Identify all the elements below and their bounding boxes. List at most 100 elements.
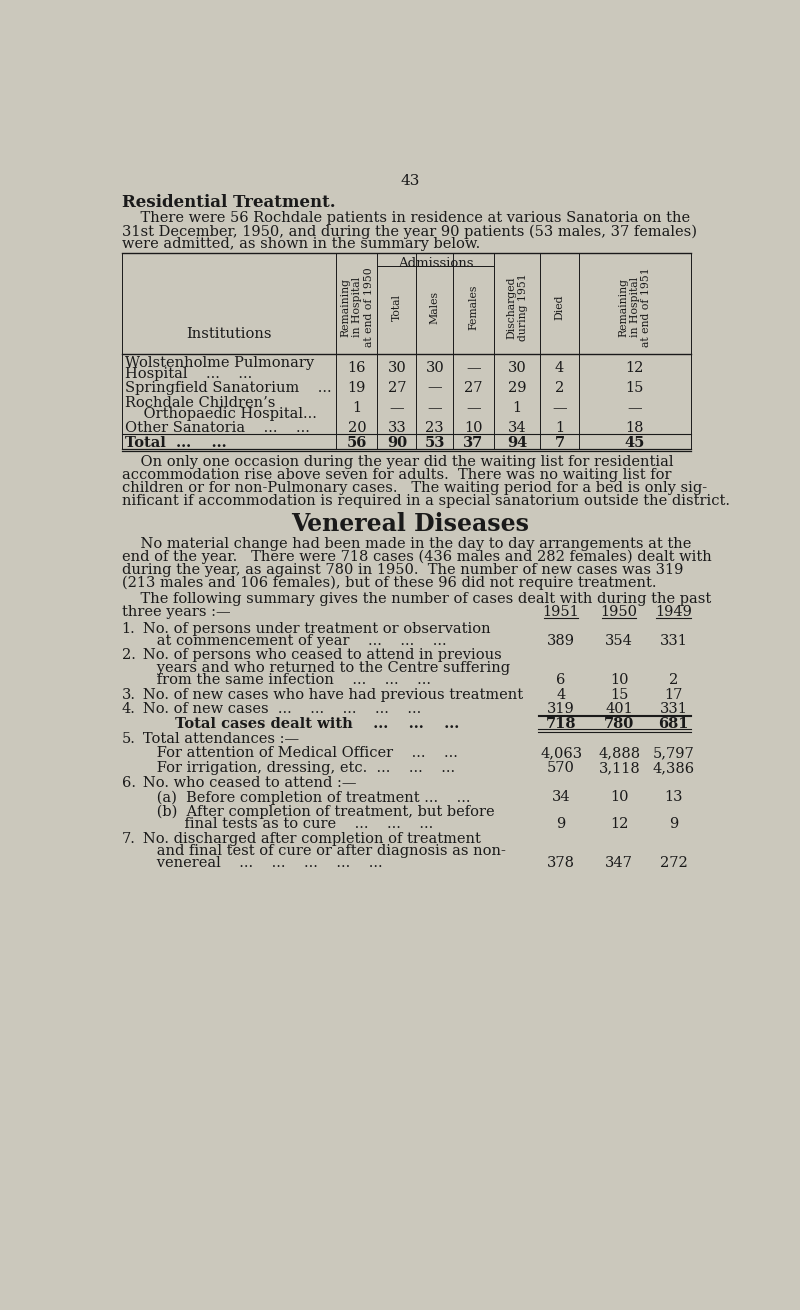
Text: 45: 45	[625, 436, 645, 449]
Text: —: —	[390, 401, 404, 415]
Text: Remaining
in Hospital
at end of 1950: Remaining in Hospital at end of 1950	[340, 267, 374, 347]
Text: The following summary gives the number of cases dealt with during the past: The following summary gives the number o…	[122, 592, 711, 607]
Text: For attention of Medical Officer    ...    ...: For attention of Medical Officer ... ...	[130, 747, 458, 760]
Text: 9: 9	[669, 817, 678, 831]
Text: 43: 43	[400, 174, 420, 189]
Text: 6.: 6.	[122, 776, 136, 790]
Text: 1951: 1951	[542, 605, 579, 620]
Text: 331: 331	[659, 702, 687, 717]
Text: (213 males and 106 females), but of these 96 did not require treatment.: (213 males and 106 females), but of thes…	[122, 576, 656, 591]
Text: No. of persons under treatment or observation: No. of persons under treatment or observ…	[130, 621, 491, 635]
Text: at commencement of year    ...    ...    ...: at commencement of year ... ... ...	[130, 634, 447, 648]
Text: end of the year.   There were 718 cases (436 males and 282 females) dealt with: end of the year. There were 718 cases (4…	[122, 550, 711, 565]
Text: Orthopaedic Hospital...: Orthopaedic Hospital...	[125, 407, 317, 422]
Text: 5,797: 5,797	[653, 747, 694, 760]
Text: three years :—: three years :—	[122, 605, 230, 620]
Text: 33: 33	[387, 421, 406, 435]
Text: 10: 10	[610, 790, 629, 804]
Text: Other Sanatoria    ...    ...: Other Sanatoria ... ...	[125, 421, 310, 435]
Text: 12: 12	[626, 362, 644, 375]
Text: 1949: 1949	[655, 605, 692, 620]
Text: Total: Total	[392, 293, 402, 321]
Text: 90: 90	[386, 436, 407, 449]
Text: years and who returned to the Centre suffering: years and who returned to the Centre suf…	[130, 660, 510, 675]
Text: final tests as to cure    ...    ...    ...: final tests as to cure ... ... ...	[130, 817, 434, 831]
Text: No. discharged after completion of treatment: No. discharged after completion of treat…	[130, 832, 482, 846]
Text: 570: 570	[547, 761, 575, 776]
Text: 3.: 3.	[122, 688, 136, 702]
Text: 17: 17	[664, 688, 682, 702]
Text: On only one occasion during the year did the waiting list for residential: On only one occasion during the year did…	[122, 455, 674, 469]
Text: 4.: 4.	[122, 702, 135, 717]
Text: nificant if accommodation is required in a special sanatorium outside the distri: nificant if accommodation is required in…	[122, 494, 730, 508]
Text: —: —	[627, 401, 642, 415]
Text: 319: 319	[547, 702, 575, 717]
Text: —: —	[466, 401, 481, 415]
Text: venereal    ...    ...    ...    ...    ...: venereal ... ... ... ... ...	[130, 857, 383, 870]
Text: 4,063: 4,063	[540, 747, 582, 760]
Text: Rochdale Children’s: Rochdale Children’s	[125, 396, 275, 410]
Text: 1: 1	[555, 421, 564, 435]
Text: 1950: 1950	[601, 605, 638, 620]
Text: 15: 15	[626, 380, 644, 394]
Text: —: —	[427, 380, 442, 394]
Text: Admissions: Admissions	[398, 257, 474, 270]
Text: Total cases dealt with    ...    ...    ...: Total cases dealt with ... ... ...	[130, 717, 460, 731]
Text: and final test of cure or after diagnosis as non-: and final test of cure or after diagnosi…	[130, 844, 506, 858]
Text: were admitted, as shown in the summary below.: were admitted, as shown in the summary b…	[122, 237, 480, 252]
Text: 30: 30	[426, 362, 444, 375]
Text: 1: 1	[352, 401, 362, 415]
Text: 2: 2	[555, 380, 564, 394]
Text: 7: 7	[554, 436, 565, 449]
Text: 1: 1	[512, 401, 522, 415]
Text: 4,888: 4,888	[598, 747, 640, 760]
Text: during the year, as against 780 in 1950.  The number of new cases was 319: during the year, as against 780 in 1950.…	[122, 563, 683, 576]
Text: No material change had been made in the day to day arrangements at the: No material change had been made in the …	[122, 537, 691, 550]
Text: Total  ...    ...: Total ... ...	[125, 436, 226, 449]
Text: 18: 18	[626, 421, 644, 435]
Text: Females: Females	[469, 284, 478, 330]
Text: No. of new cases who have had previous treatment: No. of new cases who have had previous t…	[130, 688, 523, 702]
Text: 4,386: 4,386	[653, 761, 694, 776]
Text: 272: 272	[660, 857, 687, 870]
Text: 6: 6	[557, 673, 566, 688]
Text: 5.: 5.	[122, 731, 135, 745]
Text: 27: 27	[387, 380, 406, 394]
Text: 30: 30	[387, 362, 406, 375]
Text: No. who ceased to attend :—: No. who ceased to attend :—	[130, 776, 357, 790]
Text: Died: Died	[554, 295, 565, 320]
Text: For irrigation, dressing, etc.  ...    ...    ...: For irrigation, dressing, etc. ... ... .…	[130, 761, 455, 776]
Text: 2.: 2.	[122, 648, 135, 663]
Text: 4: 4	[557, 688, 566, 702]
Text: Institutions: Institutions	[186, 326, 272, 341]
Text: 27: 27	[464, 380, 483, 394]
Text: No. of new cases  ...    ...    ...    ...    ...: No. of new cases ... ... ... ... ...	[130, 702, 422, 717]
Text: 53: 53	[425, 436, 445, 449]
Text: 30: 30	[507, 362, 526, 375]
Text: 401: 401	[606, 702, 633, 717]
Text: Hospital    ...    ...: Hospital ... ...	[125, 367, 252, 381]
Text: 1.: 1.	[122, 621, 135, 635]
Text: 19: 19	[348, 380, 366, 394]
Text: 23: 23	[426, 421, 444, 435]
Text: 31st December, 1950, and during the year 90 patients (53 males, 37 females): 31st December, 1950, and during the year…	[122, 224, 697, 238]
Text: 56: 56	[346, 436, 367, 449]
Text: 34: 34	[508, 421, 526, 435]
Text: 12: 12	[610, 817, 629, 831]
Text: 20: 20	[348, 421, 366, 435]
Text: 10: 10	[464, 421, 483, 435]
Text: Remaining
in Hospital
at end of 1951: Remaining in Hospital at end of 1951	[618, 267, 651, 347]
Text: 3,118: 3,118	[598, 761, 640, 776]
Text: Wolstenholme Pulmonary: Wolstenholme Pulmonary	[125, 356, 314, 369]
Text: 16: 16	[348, 362, 366, 375]
Text: Venereal Diseases: Venereal Diseases	[291, 512, 529, 536]
Text: 389: 389	[547, 634, 575, 648]
Text: Males: Males	[430, 291, 440, 324]
Text: 29: 29	[508, 380, 526, 394]
Text: Springfield Sanatorium    ...: Springfield Sanatorium ...	[125, 380, 331, 394]
Text: 4: 4	[555, 362, 564, 375]
Text: children or for non-Pulmonary cases.   The waiting period for a bed is only sig-: children or for non-Pulmonary cases. The…	[122, 481, 707, 495]
Text: 354: 354	[606, 634, 633, 648]
Text: 331: 331	[659, 634, 687, 648]
Text: 780: 780	[604, 717, 634, 731]
